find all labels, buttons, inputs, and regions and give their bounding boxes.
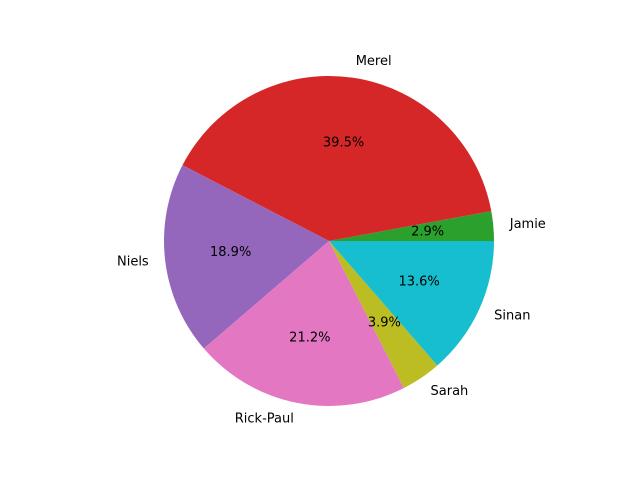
pie-labels: Jamie 2.9% Merel 39.5% Niels 18.9% Rick-Paul 21… — [117, 54, 546, 427]
pie-slice-merel — [182, 76, 492, 241]
pie-slice-rick-paul — [203, 241, 404, 406]
pie-slices — [164, 76, 494, 406]
pie-slice-sarah — [329, 241, 438, 389]
slice-percent-jamie: 2.9% — [411, 224, 444, 239]
pie-slice-niels — [164, 165, 329, 349]
slice-percent-sarah: 3.9% — [368, 316, 401, 331]
pie-slice-sinan — [329, 241, 494, 366]
slice-label-sarah: Sarah — [431, 384, 469, 399]
slice-percent-sinan: 13.6% — [398, 275, 439, 290]
pie-slice-jamie — [329, 211, 494, 241]
slice-percent-rick-paul: 21.2% — [289, 331, 330, 346]
slice-percent-niels: 18.9% — [210, 245, 251, 260]
slice-percent-merel: 39.5% — [323, 136, 364, 151]
slice-label-rick-paul: Rick-Paul — [235, 412, 294, 427]
slice-label-jamie: Jamie — [509, 217, 546, 232]
slice-label-sinan: Sinan — [494, 309, 530, 324]
slice-label-merel: Merel — [356, 54, 392, 69]
slice-label-niels: Niels — [117, 255, 149, 270]
